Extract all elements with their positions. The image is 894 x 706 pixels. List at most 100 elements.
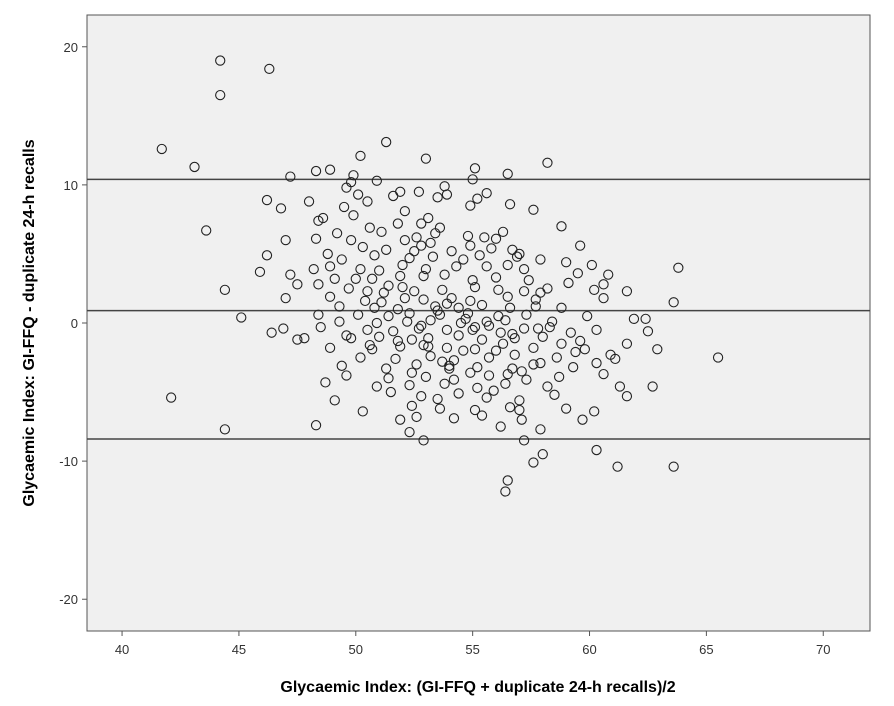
data-point [465, 295, 476, 307]
data-point [324, 261, 336, 272]
data-point [589, 284, 600, 296]
data-point [521, 374, 532, 385]
data-point [420, 263, 432, 275]
data-point [371, 381, 382, 392]
data-point [467, 174, 478, 185]
data-point [551, 352, 562, 363]
data-point [465, 367, 476, 378]
data-point [504, 302, 516, 313]
data-point [568, 362, 579, 373]
data-point [507, 328, 518, 340]
data-point [292, 334, 303, 345]
data-point [502, 475, 513, 486]
data-point [418, 270, 429, 282]
data-point [528, 359, 539, 370]
reference-lines [87, 178, 870, 440]
data-point [392, 304, 404, 315]
data-point [374, 331, 385, 342]
x-tick-label: 65 [699, 642, 713, 657]
data-point [392, 335, 404, 347]
data-point [371, 317, 382, 329]
data-point [201, 225, 212, 236]
data-point [411, 411, 422, 423]
data-point [439, 378, 450, 389]
y-tick-label: 0 [71, 316, 78, 331]
data-point [556, 302, 567, 313]
data-point [521, 309, 532, 320]
data-point [334, 316, 345, 327]
x-tick-label: 50 [349, 642, 363, 657]
data-point [383, 373, 394, 384]
data-point [474, 250, 485, 261]
data-point [406, 367, 418, 378]
data-point [413, 186, 425, 197]
data-point [514, 404, 525, 416]
data-point [378, 287, 389, 298]
data-point [308, 263, 319, 275]
data-point [383, 310, 394, 322]
data-point [575, 240, 586, 251]
data-point [621, 286, 633, 297]
data-point [390, 353, 401, 365]
data-point [610, 353, 621, 365]
data-point [310, 420, 322, 431]
data-point [582, 310, 593, 322]
data-point [502, 368, 513, 380]
data-point [493, 284, 504, 296]
data-point [409, 286, 420, 297]
data-point [215, 89, 226, 101]
data-point [395, 270, 406, 282]
data-point [411, 359, 422, 370]
data-point [374, 265, 385, 276]
data-point [336, 254, 347, 265]
y-axis-ticks: -20 -10 0 10 20 [59, 40, 87, 607]
data-point [598, 292, 609, 304]
data-point [264, 63, 275, 75]
data-point [544, 321, 555, 333]
data-point [504, 199, 516, 210]
data-point [369, 302, 380, 313]
data-point [420, 153, 432, 164]
data-point [359, 295, 371, 307]
data-point [362, 196, 373, 207]
data-point [427, 251, 439, 262]
data-point [324, 342, 336, 354]
data-point [357, 241, 368, 253]
y-tick-label: 10 [64, 178, 78, 193]
x-tick-label: 70 [816, 642, 830, 657]
data-point [532, 323, 544, 334]
data-point [575, 335, 586, 347]
data-point [500, 486, 511, 497]
data-point [453, 330, 464, 341]
data-point [490, 233, 502, 244]
data-point [476, 299, 488, 311]
data-point [572, 268, 583, 279]
data-point [628, 313, 640, 325]
data-point [406, 334, 418, 345]
data-point [350, 273, 361, 284]
x-tick-label: 40 [115, 642, 129, 657]
data-point [434, 403, 446, 414]
data-point [469, 344, 481, 355]
data-point [570, 346, 581, 358]
data-point [481, 261, 492, 272]
data-point [462, 308, 474, 319]
data-point [453, 388, 464, 399]
data-point [397, 259, 408, 271]
y-axis-title: Glycaemic Index: GI-FFQ - duplicate 24-h… [21, 139, 38, 506]
data-point [469, 404, 481, 416]
data-point [432, 393, 443, 405]
data-point [432, 305, 443, 316]
data-point [352, 309, 364, 320]
data-point [343, 283, 354, 294]
data-point [423, 333, 434, 344]
data-point [261, 194, 273, 206]
data-point [441, 189, 453, 200]
data-points [156, 55, 724, 497]
data-point [673, 262, 684, 273]
data-point [542, 381, 553, 392]
data-point [413, 323, 425, 334]
data-point [495, 421, 506, 432]
data-point [497, 226, 509, 237]
